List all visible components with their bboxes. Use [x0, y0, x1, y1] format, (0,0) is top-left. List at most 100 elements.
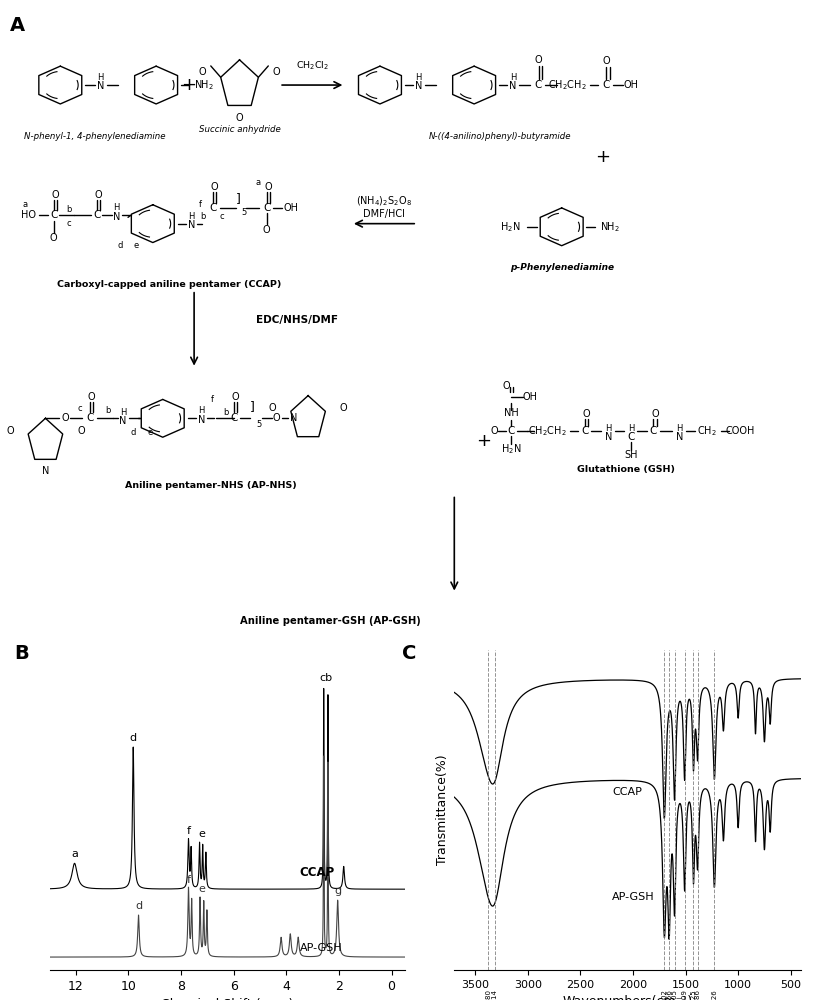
Text: H: H [628, 424, 634, 433]
Text: O: O [211, 182, 219, 192]
Text: ]: ] [249, 400, 254, 413]
Text: CCAP: CCAP [612, 787, 642, 797]
Text: O: O [268, 403, 277, 413]
Text: A: A [10, 16, 25, 35]
Text: O: O [264, 182, 273, 192]
Text: C: C [535, 80, 542, 90]
Text: C: C [87, 413, 93, 423]
Text: d: d [130, 733, 137, 743]
Text: C: C [50, 210, 57, 220]
Text: Aniline pentamer-GSH (AP-GSH): Aniline pentamer-GSH (AP-GSH) [240, 616, 420, 626]
Text: 3314: 3314 [491, 989, 498, 1000]
Text: 5: 5 [256, 420, 261, 429]
Text: O: O [273, 67, 280, 77]
Text: NH$_2$: NH$_2$ [600, 220, 620, 234]
Text: cb: cb [319, 673, 332, 683]
Text: 1226: 1226 [711, 989, 718, 1000]
Text: C: C [263, 203, 270, 213]
Text: N: N [188, 220, 195, 230]
Text: CH$_2$CH$_2$: CH$_2$CH$_2$ [529, 424, 567, 438]
Text: OH: OH [523, 392, 538, 402]
Text: C: C [650, 426, 657, 436]
Text: N: N [198, 415, 205, 425]
Text: C: C [402, 644, 416, 663]
Text: H$_2$N: H$_2$N [501, 220, 520, 234]
Text: C: C [93, 210, 100, 220]
Text: O: O [6, 426, 14, 436]
Text: O: O [51, 190, 59, 200]
Text: H: H [120, 408, 126, 417]
Text: b: b [106, 406, 111, 415]
Text: EDC/NHS/DMF: EDC/NHS/DMF [256, 315, 338, 325]
Text: C: C [628, 432, 634, 442]
Text: e: e [198, 829, 205, 839]
Text: C: C [230, 413, 237, 423]
Text: 1702: 1702 [662, 989, 667, 1000]
Text: N-phenyl-1, 4-phenylenediamine: N-phenyl-1, 4-phenylenediamine [24, 132, 166, 141]
Text: N-((4-anilino)phenyl)-butyramide: N-((4-anilino)phenyl)-butyramide [429, 132, 571, 141]
Text: H: H [676, 424, 683, 433]
Text: O: O [50, 233, 58, 243]
Text: SH: SH [624, 450, 638, 460]
Text: b: b [201, 212, 206, 221]
Text: N: N [113, 212, 120, 222]
Text: Carboxyl-capped aniline pentamer (CCAP): Carboxyl-capped aniline pentamer (CCAP) [57, 280, 282, 289]
Text: f: f [211, 395, 214, 404]
Text: CH$_2$CH$_2$: CH$_2$CH$_2$ [548, 78, 586, 92]
Text: CH$_2$Cl$_2$: CH$_2$Cl$_2$ [296, 60, 329, 72]
Text: +: + [596, 148, 610, 166]
Text: HO: HO [21, 210, 36, 220]
Text: O: O [502, 381, 510, 391]
Text: a: a [71, 849, 78, 859]
Text: c: c [78, 404, 83, 413]
Text: OH: OH [624, 80, 638, 90]
Text: N: N [605, 432, 612, 442]
X-axis label: Chemical Shift (ppm): Chemical Shift (ppm) [161, 998, 293, 1000]
Text: C: C [210, 203, 216, 213]
Text: 3380: 3380 [485, 989, 491, 1000]
Text: O: O [94, 190, 102, 200]
Text: a: a [256, 178, 261, 187]
Text: 1656: 1656 [667, 989, 672, 1000]
Text: c: c [219, 212, 224, 221]
Text: OH: OH [283, 203, 298, 213]
Text: 1425: 1425 [691, 989, 696, 1000]
X-axis label: Wavenumbers(cm⁻¹): Wavenumbers(cm⁻¹) [563, 995, 693, 1000]
Text: N: N [290, 413, 297, 423]
Text: O: O [77, 426, 85, 436]
Text: f: f [187, 875, 191, 885]
Text: N: N [42, 466, 49, 476]
Text: N: N [510, 81, 516, 91]
Text: N: N [120, 416, 126, 426]
Text: NH: NH [504, 408, 519, 418]
Text: CCAP: CCAP [300, 866, 335, 879]
Text: O: O [602, 56, 610, 66]
Text: f: f [199, 200, 202, 209]
Text: Succinic anhydride: Succinic anhydride [199, 125, 280, 134]
Text: O: O [339, 403, 348, 413]
Text: H: H [605, 424, 612, 433]
Text: O: O [199, 67, 206, 77]
Text: C: C [508, 426, 515, 436]
Text: C: C [603, 80, 610, 90]
Text: AP-GSH: AP-GSH [300, 943, 342, 953]
Text: e: e [134, 241, 139, 250]
Text: O: O [231, 392, 240, 402]
Text: O: O [61, 413, 69, 423]
Text: e: e [198, 884, 205, 894]
Text: B: B [14, 644, 29, 663]
Text: 5: 5 [242, 208, 247, 217]
Text: O: O [273, 413, 281, 423]
Text: f: f [187, 826, 191, 836]
Text: H: H [113, 203, 120, 212]
Text: ]: ] [235, 192, 240, 205]
Text: N: N [676, 432, 683, 442]
Text: COOH: COOH [725, 426, 755, 436]
Text: p-Phenylenediamine: p-Phenylenediamine [510, 263, 614, 272]
Text: AP-GSH: AP-GSH [612, 892, 655, 902]
Text: (NH$_4$)$_2$S$_2$O$_8$: (NH$_4$)$_2$S$_2$O$_8$ [356, 195, 412, 208]
Text: g: g [334, 886, 341, 896]
Text: +: + [181, 76, 196, 94]
Text: O: O [582, 409, 591, 419]
Text: +: + [477, 432, 491, 450]
